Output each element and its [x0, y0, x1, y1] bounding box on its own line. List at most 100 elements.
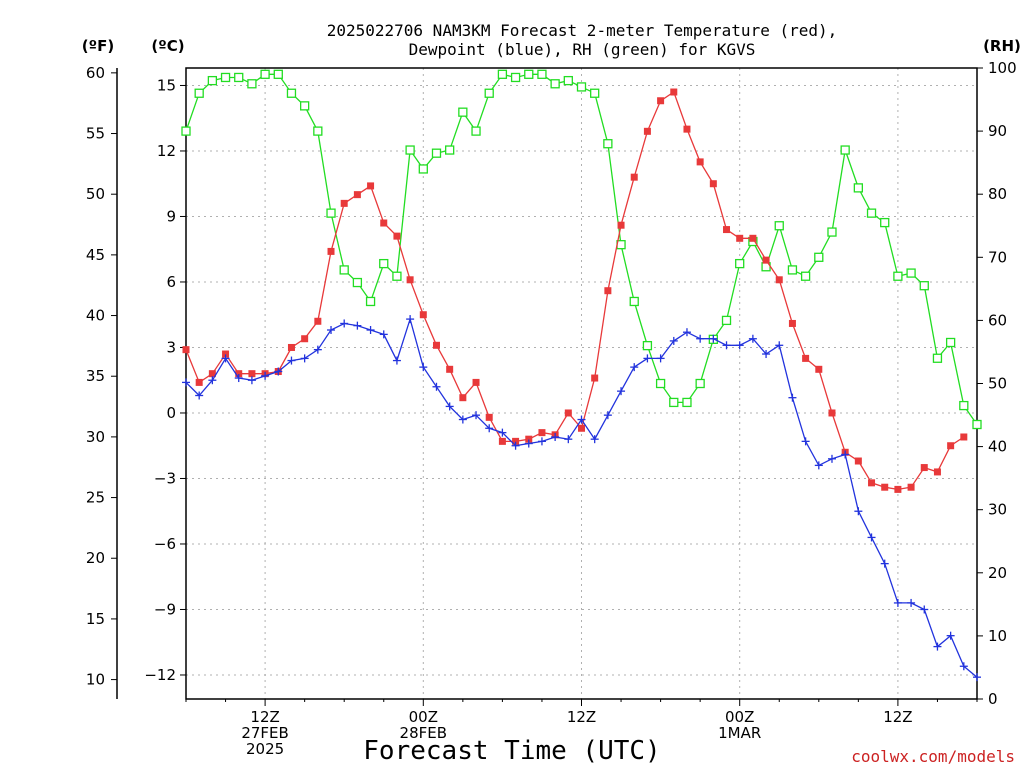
- temperature-point: [525, 435, 533, 443]
- temperature-point: [340, 199, 348, 207]
- series-layer: [181, 69, 982, 682]
- dewpoint-point: [946, 631, 955, 640]
- x-tick-label: 00Z: [409, 708, 438, 726]
- rh-point: [893, 271, 903, 281]
- dewpoint-point: [577, 415, 586, 424]
- dewpoint-point: [959, 662, 968, 671]
- fahrenheit-tick-label: 50: [86, 185, 105, 203]
- x-tick-label: 1MAR: [718, 724, 761, 742]
- rh-point: [642, 340, 653, 351]
- fahrenheit-tick-label: 10: [86, 671, 105, 689]
- rh-point: [682, 397, 692, 408]
- dewpoint-point: [287, 356, 296, 365]
- rh-point: [234, 72, 244, 83]
- temperature-point: [393, 232, 401, 240]
- chart-title-line-2: Dewpoint (blue), RH (green) for KGVS: [409, 40, 756, 59]
- fahrenheit-tick-label: 60: [86, 64, 105, 82]
- fahrenheit-tick-label: 35: [86, 367, 105, 385]
- rh-point: [286, 88, 297, 98]
- temperature-point: [591, 374, 599, 382]
- temperature-point: [709, 180, 717, 188]
- dewpoint-point: [893, 598, 902, 607]
- temperature-point: [657, 97, 665, 105]
- temperature-point: [195, 378, 203, 386]
- temperature-point: [630, 173, 638, 181]
- rh-point: [431, 148, 442, 158]
- rh-point: [603, 139, 613, 149]
- celsius-tick-label: 12: [157, 142, 176, 160]
- rh-point: [445, 145, 455, 155]
- rh-point: [563, 75, 573, 86]
- fahrenheit-axis-unit: (ºF): [82, 37, 114, 55]
- dewpoint-point: [564, 435, 573, 444]
- temperature-point: [907, 483, 915, 491]
- rh-point: [379, 258, 389, 269]
- fahrenheit-tick-label: 40: [86, 307, 105, 325]
- temperature-point: [736, 234, 744, 242]
- rh-point: [866, 208, 877, 218]
- dewpoint-point: [682, 328, 691, 337]
- fahrenheit-tick-label: 45: [86, 246, 105, 264]
- dewpoint-point: [841, 450, 850, 459]
- rh-point: [840, 145, 850, 155]
- dewpoint-point: [182, 378, 190, 387]
- rh-point: [669, 397, 679, 408]
- dewpoint-point: [762, 350, 771, 359]
- rh-axis-unit: (RH): [983, 37, 1021, 55]
- dewpoint-point: [748, 334, 757, 343]
- dewpoint-point: [827, 454, 836, 463]
- rh-tick-label: 20: [988, 564, 1007, 582]
- dewpoint-series-line: [185, 316, 978, 678]
- celsius-tick-label: −6: [154, 535, 176, 553]
- temperature-point: [538, 429, 546, 437]
- celsius-tick-label: 0: [166, 404, 176, 422]
- rh-point: [787, 265, 798, 275]
- dewpoint-point: [920, 605, 929, 614]
- dewpoint-point: [696, 334, 705, 343]
- celsius-tick-label: 9: [166, 207, 176, 225]
- rh-point: [247, 79, 257, 89]
- celsius-tick-label: 6: [166, 273, 176, 291]
- temperature-point: [446, 365, 454, 373]
- temperature-point: [485, 413, 493, 421]
- x-tick-label: 00Z: [725, 708, 754, 726]
- temperature-point: [762, 256, 770, 264]
- dewpoint-point: [445, 402, 454, 411]
- dewpoint-point: [907, 598, 916, 607]
- temperature-point: [578, 424, 585, 432]
- rh-point: [313, 126, 323, 136]
- dewpoint-point: [406, 315, 415, 324]
- rh-point: [365, 296, 376, 307]
- temperature-point: [854, 457, 862, 465]
- dewpoint-point: [603, 411, 612, 420]
- rh-point: [590, 88, 600, 98]
- celsius-tick-label: −9: [154, 600, 176, 618]
- temperature-point: [868, 479, 876, 487]
- dewpoint-point: [524, 439, 533, 448]
- dewpoint-point: [472, 411, 481, 420]
- rh-point: [695, 378, 705, 389]
- x-tick-label: 12Z: [250, 708, 279, 726]
- temperature-point: [248, 370, 256, 378]
- rh-tick-label: 100: [988, 59, 1017, 77]
- rh-point: [299, 101, 310, 111]
- fahrenheit-tick-label: 55: [86, 125, 105, 143]
- rh-point: [458, 107, 468, 117]
- rh-point: [471, 126, 481, 136]
- rh-point: [735, 258, 745, 269]
- temperature-point: [208, 370, 216, 378]
- dewpoint-point: [432, 382, 441, 391]
- rh-point: [774, 221, 784, 231]
- fahrenheit-tick-label: 25: [86, 489, 105, 507]
- rh-point: [576, 82, 587, 92]
- rh-tick-label: 80: [988, 185, 1007, 203]
- rh-point: [497, 69, 508, 79]
- rh-point: [919, 281, 929, 291]
- dewpoint-point: [419, 363, 428, 372]
- temperature-point: [723, 226, 731, 234]
- temperature-point: [775, 276, 783, 284]
- dewpoint-point: [327, 326, 336, 335]
- temperature-point: [696, 158, 704, 166]
- credit-text: coolwx.com/models: [851, 747, 1015, 766]
- temperature-point: [512, 437, 520, 445]
